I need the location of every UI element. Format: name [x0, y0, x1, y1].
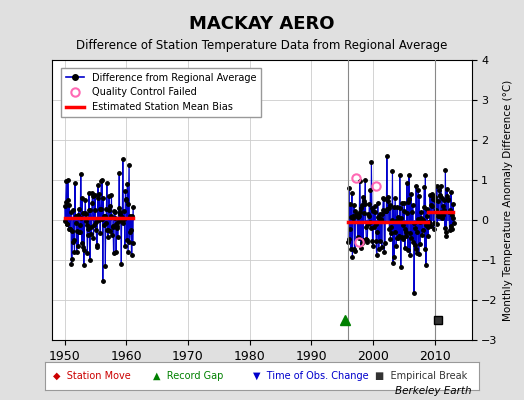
Y-axis label: Monthly Temperature Anomaly Difference (°C): Monthly Temperature Anomaly Difference (… — [504, 79, 514, 321]
Text: Berkeley Earth: Berkeley Earth — [395, 386, 472, 396]
Text: Difference of Station Temperature Data from Regional Average: Difference of Station Temperature Data f… — [77, 40, 447, 52]
Text: ▼  Time of Obs. Change: ▼ Time of Obs. Change — [253, 371, 369, 381]
Text: ▲  Record Gap: ▲ Record Gap — [153, 371, 224, 381]
Legend: Difference from Regional Average, Quality Control Failed, Estimated Station Mean: Difference from Regional Average, Qualit… — [61, 68, 261, 117]
Text: ■  Empirical Break: ■ Empirical Break — [375, 371, 467, 381]
Text: MACKAY AERO: MACKAY AERO — [189, 15, 335, 33]
Text: ◆  Station Move: ◆ Station Move — [53, 371, 131, 381]
